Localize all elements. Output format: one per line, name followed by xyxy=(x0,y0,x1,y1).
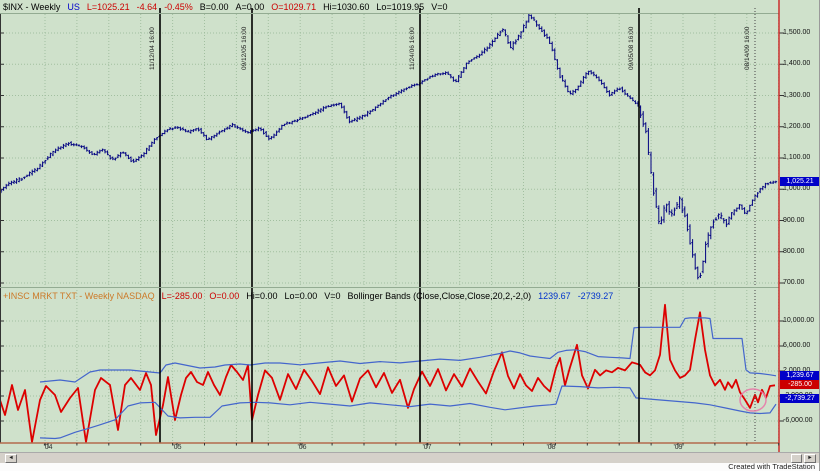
chart-canvas xyxy=(0,0,819,452)
time-axis-label: '04 xyxy=(43,444,53,451)
time-axis-label: '08 xyxy=(546,444,556,451)
price-axis-label: 900.00 xyxy=(783,216,805,224)
price-axis-label: 1,500.00 xyxy=(783,29,811,36)
symbol-header-segment: US xyxy=(67,2,80,12)
indicator-header-segment: -2739.27 xyxy=(577,291,614,301)
lower-band-badge: -2,739.27 xyxy=(780,394,819,403)
indicator-header-segment: Lo=0.00 xyxy=(284,291,318,301)
symbol-header-segment: O=1029.71 xyxy=(271,2,317,12)
indicator-header: +INSC MRKT TXT - Weekly NASDAQ L=-285.00 O… xyxy=(3,291,620,301)
time-axis-label: '07 xyxy=(422,444,432,451)
horizontal-scrollbar[interactable]: ◄ ► xyxy=(0,452,819,463)
indicator-header-segment: Hi=0.00 xyxy=(246,291,278,301)
annotation-date-label: 11/24/06 16:00 xyxy=(409,27,416,70)
price-axis-label: 1,000.00 xyxy=(783,185,811,193)
scroll-left-button[interactable]: ◄ xyxy=(5,454,17,463)
indicator-header-segment: 1239.67 xyxy=(538,291,571,301)
indicator-axis-label: 6,000.00 xyxy=(783,342,811,349)
indicator-value-badge: -285.00 xyxy=(780,380,819,389)
symbol-header-segment: V=0 xyxy=(431,2,448,12)
symbol-header-segment: L=1025.21 xyxy=(86,2,130,12)
annotation-date-label: 11/12/04 16:00 xyxy=(149,27,156,70)
indicator-header-segment: +INSC MRKT TXT - Weekly NASDAQ xyxy=(3,291,155,301)
symbol-header-segment: -0.45% xyxy=(164,2,193,12)
footer-strip xyxy=(0,463,819,471)
symbol-header-segment: Lo=1019.95 xyxy=(376,2,425,12)
last-price-badge: 1,025.21 xyxy=(780,177,819,186)
indicator-header-segment: O=0.00 xyxy=(209,291,240,301)
price-axis-label: 1,400.00 xyxy=(783,60,811,68)
scroll-right-icon: ► xyxy=(807,455,813,461)
scroll-right-button[interactable]: ► xyxy=(804,454,816,463)
price-axis-label: 1,200.00 xyxy=(783,122,811,130)
indicator-axis-label: 10,000.00 xyxy=(783,317,815,324)
indicator-header-segment: Bollinger Bands (Close,Close,Close,20,2,… xyxy=(347,291,532,301)
indicator-axis-label: 2,000.00 xyxy=(783,367,810,374)
price-axis-label: 700.00 xyxy=(783,279,805,286)
annotation-date-label: 09/12/05 16:00 xyxy=(241,26,248,70)
symbol-header: $INX - Weekly US L=1025.21 -4.64 -0.45% B=0.0… xyxy=(3,2,454,12)
scroll-left-icon: ◄ xyxy=(8,455,14,461)
symbol-header-segment: $INX - Weekly xyxy=(3,2,61,12)
symbol-header-segment: B=0.00 xyxy=(199,2,229,12)
time-axis-label: '06 xyxy=(297,444,307,451)
symbol-header-segment: Hi=1030.60 xyxy=(323,2,370,12)
price-axis-label: 1,100.00 xyxy=(783,154,811,161)
price-axis-label: 800.00 xyxy=(783,247,805,255)
symbol-header-segment: -4.64 xyxy=(136,2,158,12)
price-axis-label: 1,300.00 xyxy=(783,91,811,99)
indicator-header-segment: L=-285.00 xyxy=(161,291,203,301)
indicator-header-segment: V=0 xyxy=(324,291,341,301)
time-axis-label: '09 xyxy=(673,444,683,451)
scrollbar-thumb[interactable] xyxy=(791,454,802,463)
symbol-header-segment: A=0.00 xyxy=(235,2,265,12)
annotation-date-label: 08/14/09 16:00 xyxy=(744,26,751,70)
indicator-axis-label: -6,000.00 xyxy=(783,417,813,424)
time-axis-label: '05 xyxy=(172,444,182,451)
upper-band-badge: 1,239.67 xyxy=(780,371,819,380)
annotation-date-label: 09/05/08 16:00 xyxy=(628,26,635,70)
credit-text: Created with TradeStation xyxy=(728,462,815,471)
